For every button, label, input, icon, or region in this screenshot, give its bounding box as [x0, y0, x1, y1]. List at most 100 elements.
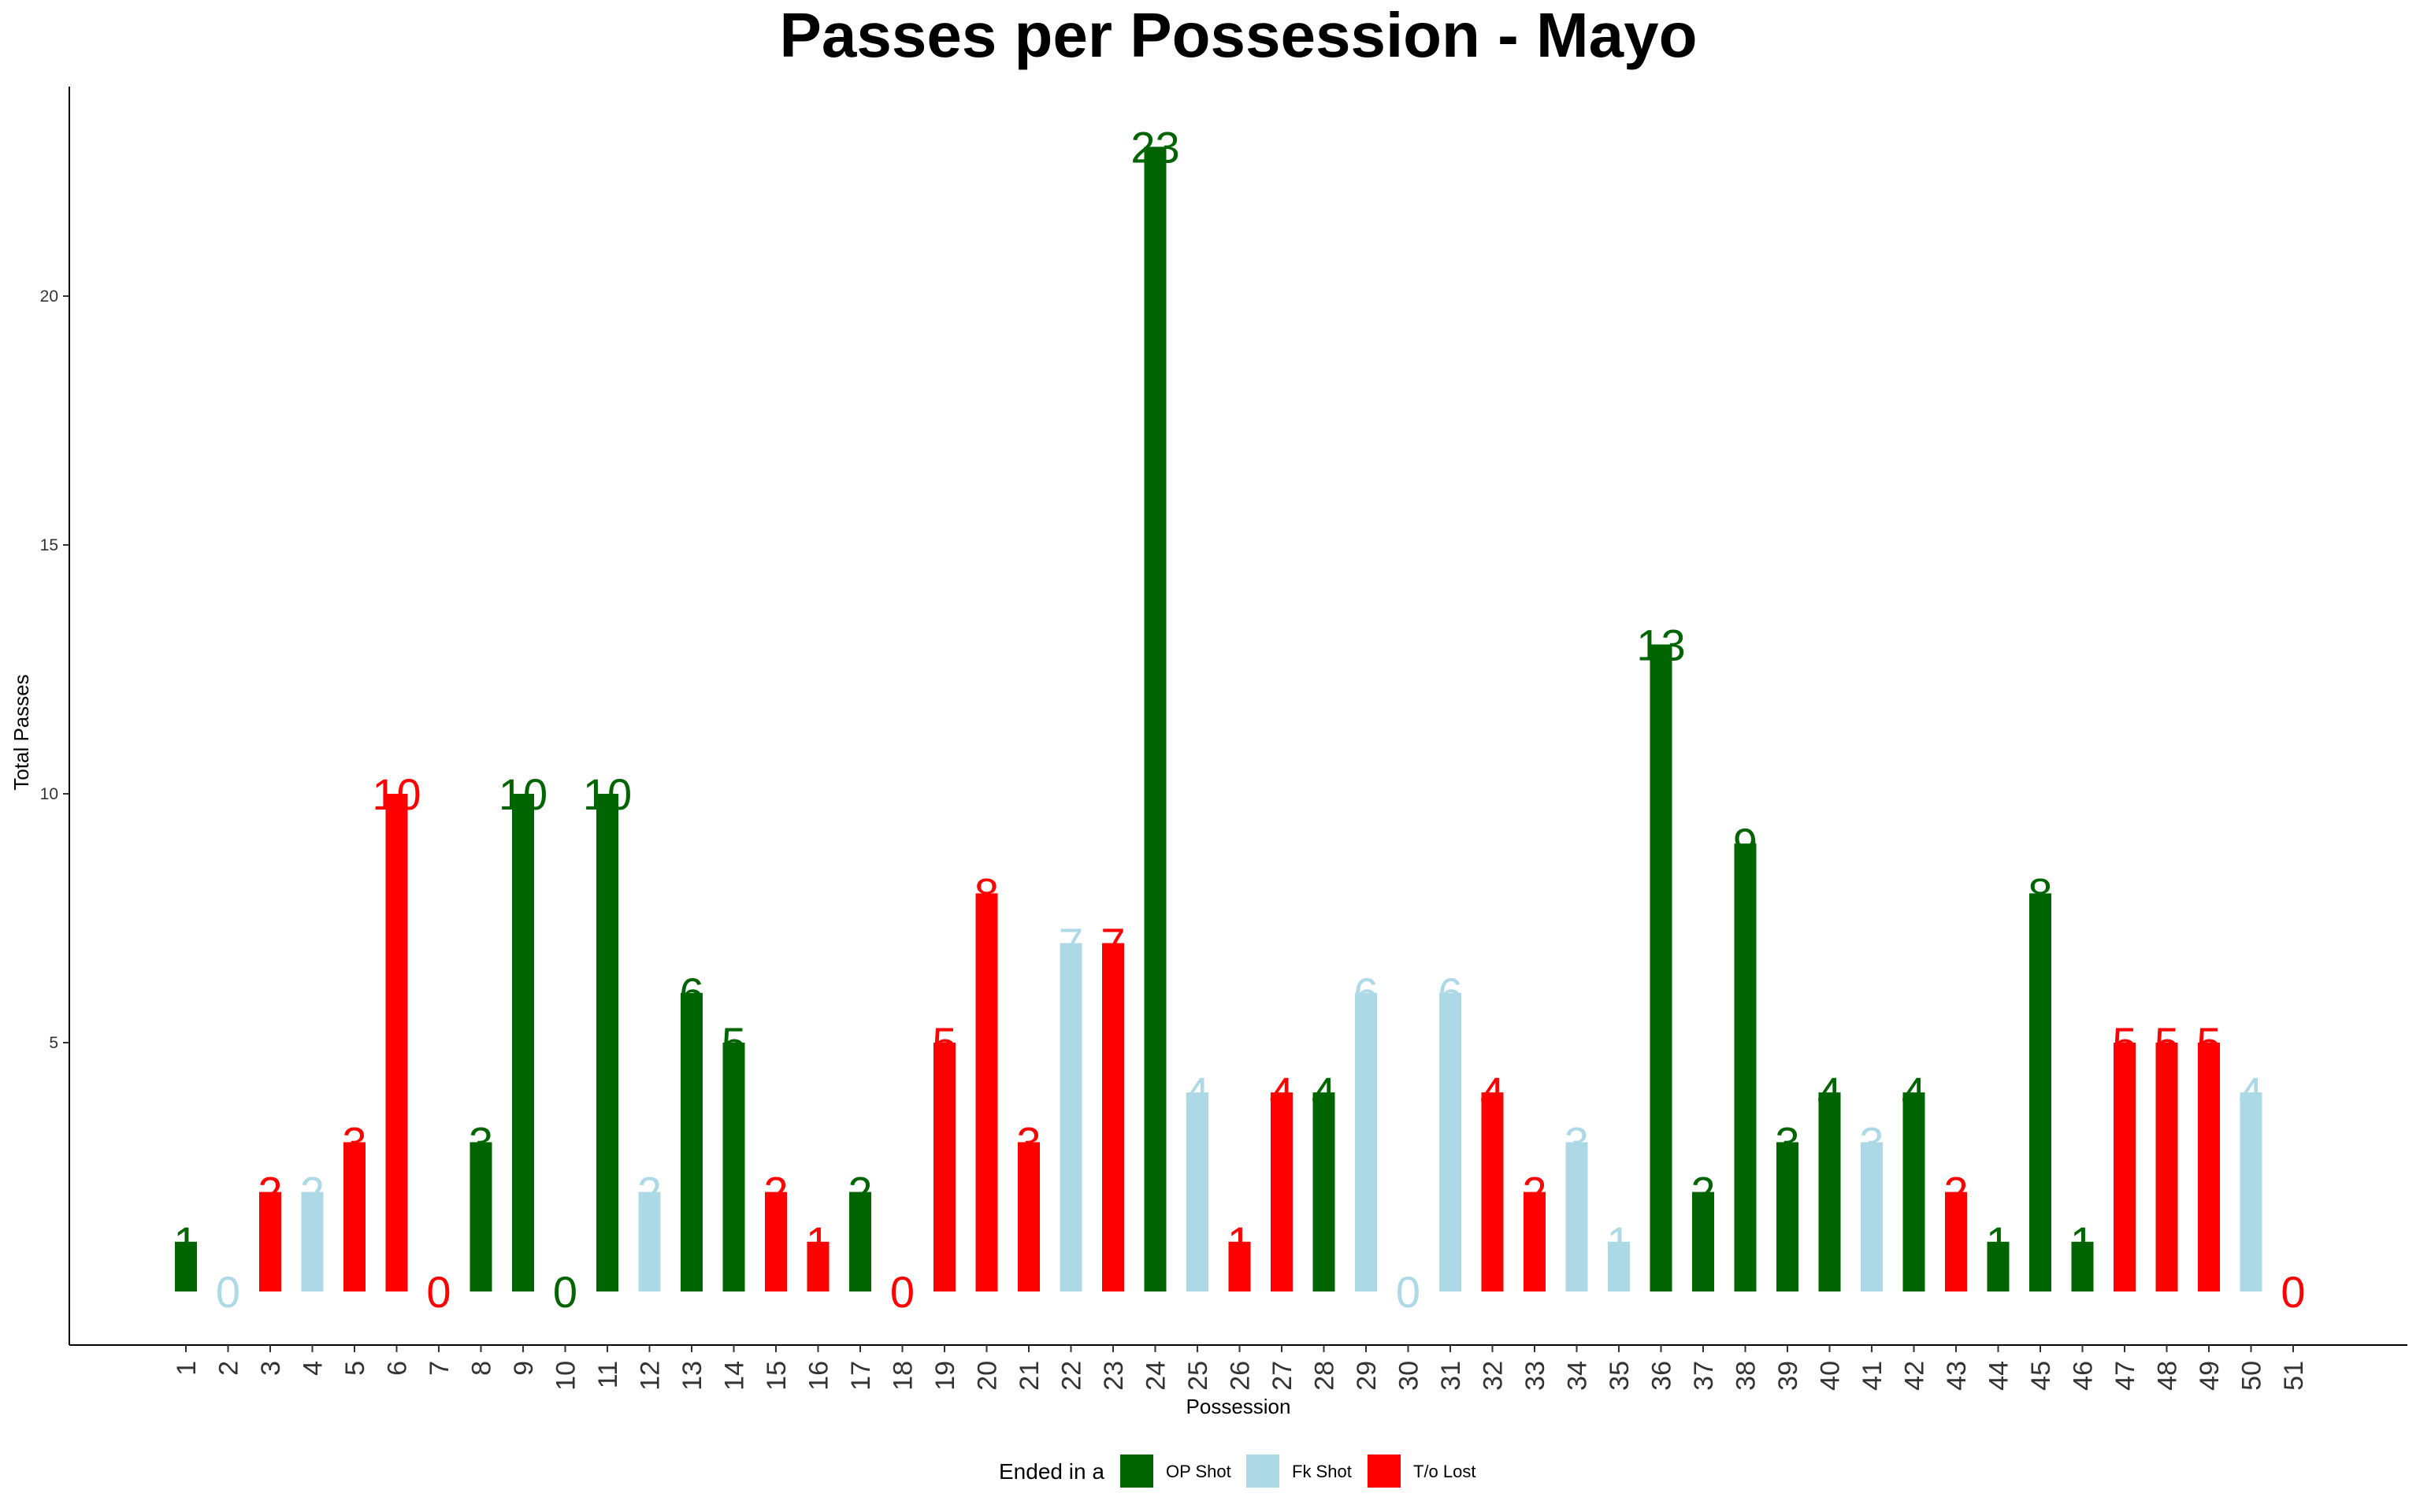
bar-label-8: 3 — [469, 1117, 493, 1167]
bar-8 — [470, 1142, 492, 1292]
x-tick-label: 25 — [1183, 1361, 1213, 1391]
bar-label-44: 1 — [1986, 1217, 2010, 1267]
bar-6 — [385, 794, 408, 1292]
legend-key-1 — [1246, 1455, 1279, 1488]
bar-43 — [1945, 1191, 1967, 1292]
x-tick-label: 23 — [1099, 1361, 1129, 1391]
x-tick-label: 35 — [1605, 1361, 1635, 1391]
bar-29 — [1355, 992, 1377, 1292]
bar-label-36: 13 — [1636, 620, 1685, 669]
bar-label-21: 3 — [1016, 1117, 1041, 1167]
y-tick-label: 10 — [40, 785, 58, 803]
x-tick-label: 4 — [299, 1361, 328, 1376]
bar-label-34: 3 — [1564, 1117, 1589, 1167]
bar-41 — [1861, 1142, 1883, 1292]
x-tick-label: 21 — [1015, 1361, 1045, 1391]
x-tick-label: 39 — [1773, 1361, 1803, 1391]
x-tick-label: 19 — [930, 1361, 960, 1391]
x-tick-label: 51 — [2279, 1361, 2309, 1391]
bar-39 — [1776, 1142, 1798, 1292]
bar-label-31: 6 — [1438, 969, 1462, 1018]
bar-label-35: 1 — [1606, 1217, 1631, 1267]
legend: Ended in a OP Shot Fk Shot T/o Lost — [999, 1455, 1475, 1488]
bar-label-19: 5 — [932, 1018, 956, 1068]
bar-label-45: 8 — [2028, 869, 2052, 918]
bar-label-18: 0 — [890, 1267, 915, 1317]
bar-label-17: 2 — [848, 1168, 872, 1217]
x-tick-label: 10 — [551, 1361, 581, 1391]
x-tick-label: 7 — [425, 1361, 455, 1376]
bar-20 — [975, 893, 998, 1292]
x-tick-label: 22 — [1057, 1361, 1087, 1391]
x-tick-label: 37 — [1689, 1361, 1719, 1391]
y-tick-label: 20 — [40, 287, 58, 306]
x-axis-title: Possession — [1186, 1395, 1291, 1418]
x-tick-label: 31 — [1436, 1361, 1466, 1391]
legend-label-0: OP Shot — [1166, 1462, 1231, 1481]
bar-40 — [1818, 1092, 1841, 1292]
x-tick-label: 48 — [2153, 1361, 2183, 1391]
x-tick-label: 17 — [846, 1361, 876, 1391]
bar-22 — [1060, 943, 1082, 1292]
bar-33 — [1524, 1191, 1546, 1292]
y-axis-title: Total Passes — [9, 674, 33, 790]
x-tick-label: 47 — [2110, 1361, 2140, 1391]
bar-45 — [2029, 893, 2051, 1292]
y-tick-label: 15 — [40, 536, 58, 554]
bar-label-10: 0 — [553, 1267, 577, 1317]
bar-38 — [1734, 843, 1757, 1292]
bar-48 — [2155, 1043, 2178, 1292]
x-tick-label: 45 — [2026, 1361, 2056, 1391]
bar-15 — [765, 1191, 787, 1292]
bar-label-25: 4 — [1185, 1068, 1209, 1117]
bar-27 — [1271, 1092, 1293, 1292]
bar-label-6: 10 — [372, 769, 421, 819]
bar-3 — [259, 1191, 281, 1292]
bar-label-9: 10 — [499, 769, 547, 819]
x-tick-label: 9 — [509, 1361, 539, 1376]
bar-17 — [849, 1191, 871, 1292]
bar-label-46: 1 — [2070, 1217, 2095, 1267]
legend-label-2: T/o Lost — [1413, 1462, 1475, 1481]
x-tick-label: 44 — [1984, 1361, 2014, 1391]
bar-label-5: 3 — [342, 1117, 366, 1167]
bar-36 — [1650, 644, 1672, 1292]
bar-13 — [681, 992, 703, 1292]
bar-label-39: 3 — [1775, 1117, 1799, 1167]
bar-label-24: 23 — [1130, 122, 1179, 172]
bar-label-41: 3 — [1859, 1117, 1884, 1167]
x-tick-label: 11 — [593, 1361, 623, 1388]
x-tick-label: 16 — [804, 1361, 834, 1391]
bars — [175, 146, 2262, 1292]
bar-label-29: 6 — [1353, 969, 1378, 1018]
bar-label-37: 2 — [1691, 1168, 1715, 1217]
x-tick-label: 32 — [1479, 1361, 1509, 1391]
bar-label-30: 0 — [1396, 1267, 1420, 1317]
y-axis: 5 10 15 20 — [40, 87, 70, 1345]
bar-37 — [1692, 1191, 1714, 1292]
x-tick-label: 8 — [467, 1361, 497, 1376]
legend-key-2 — [1368, 1455, 1401, 1488]
x-tick-label: 12 — [636, 1361, 666, 1391]
bar-11 — [596, 794, 618, 1292]
legend-key-0 — [1120, 1455, 1153, 1488]
bar-19 — [933, 1043, 956, 1292]
bar-label-47: 5 — [2112, 1018, 2136, 1068]
bar-9 — [512, 794, 534, 1292]
x-tick-label: 42 — [1900, 1361, 1930, 1391]
bar-label-13: 6 — [679, 969, 703, 1018]
bar-label-48: 5 — [2155, 1018, 2179, 1068]
x-tick-label: 13 — [677, 1361, 707, 1391]
bar-label-16: 1 — [806, 1217, 830, 1267]
x-tick-label: 40 — [1816, 1361, 1846, 1391]
bar-26 — [1228, 1241, 1251, 1292]
x-tick-label: 29 — [1352, 1361, 1382, 1391]
bar-49 — [2198, 1043, 2220, 1292]
bar-12 — [638, 1191, 661, 1292]
x-tick-label: 18 — [889, 1361, 919, 1391]
bar-28 — [1312, 1092, 1335, 1292]
bar-label-22: 7 — [1059, 919, 1083, 969]
x-tick-label: 5 — [340, 1361, 370, 1376]
bar-25 — [1186, 1092, 1208, 1292]
